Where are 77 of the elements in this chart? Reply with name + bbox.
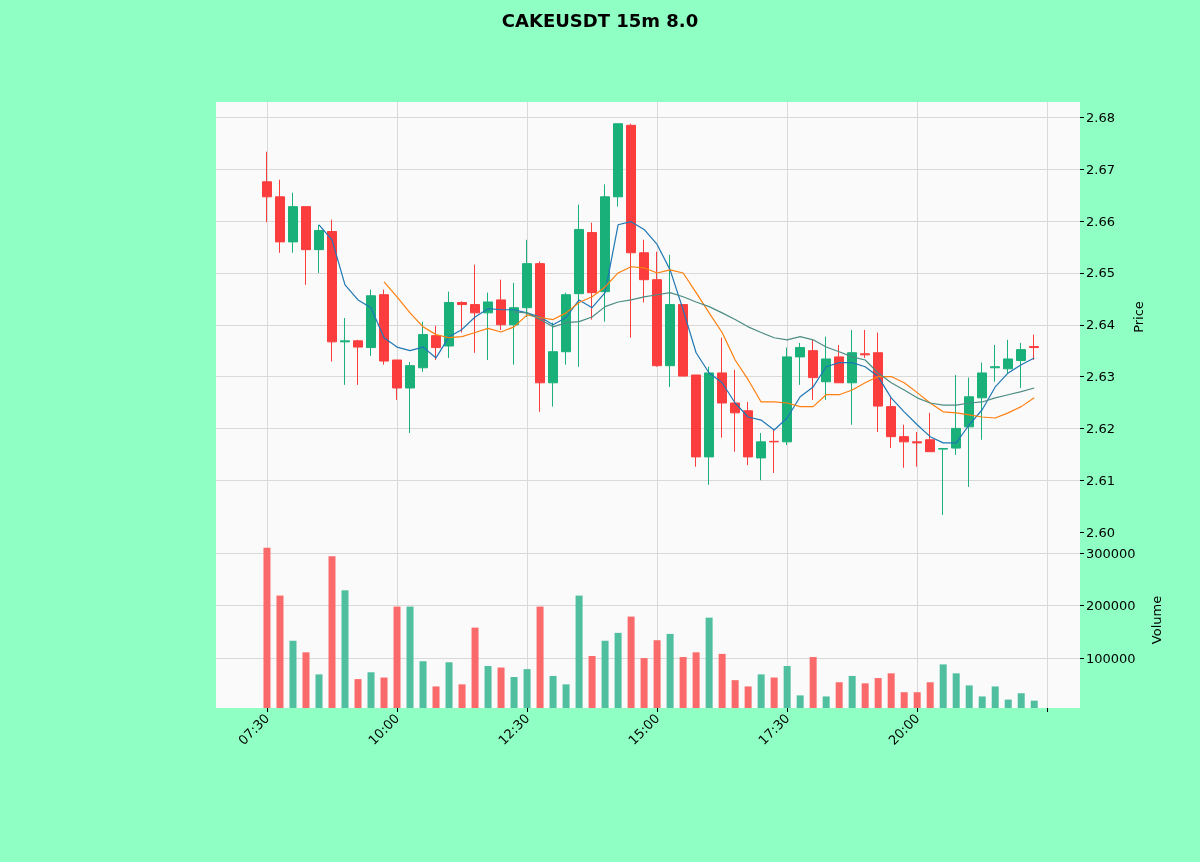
y-tick-label: 2.63 [1086, 369, 1115, 385]
candlestick [418, 321, 428, 373]
candlestick [990, 344, 1000, 383]
candlestick [613, 123, 623, 208]
candlestick [678, 304, 688, 377]
y-axis-title: Price [1131, 301, 1146, 333]
candlestick [262, 151, 272, 223]
y-tick-label: 2.65 [1086, 265, 1115, 281]
y-axis-title: Volume [1149, 595, 1164, 645]
y-tick-label: 200000 [1086, 598, 1136, 614]
line-series [383, 266, 1035, 419]
candlestick [535, 261, 545, 413]
candlestick [743, 401, 753, 466]
candlestick [639, 239, 649, 303]
candlestick [444, 291, 454, 359]
candlestick [834, 344, 844, 384]
candlestick [483, 292, 493, 361]
candlestick [769, 429, 779, 474]
candlestick [405, 361, 415, 434]
line-series [513, 292, 1035, 406]
candlestick [899, 424, 909, 469]
candlestick [340, 317, 350, 386]
candlestick [457, 300, 467, 334]
candlestick [795, 342, 805, 386]
candlestick [379, 289, 389, 366]
candlestick [964, 377, 974, 488]
candlestick [847, 329, 857, 426]
candlestick [977, 362, 987, 441]
candlestick [574, 204, 584, 368]
y-tick-label: 2.62 [1086, 420, 1115, 436]
candlestick [626, 123, 636, 339]
candlestick [704, 366, 714, 486]
candlestick [314, 224, 324, 274]
candlestick [925, 412, 935, 453]
chart-title: CAKEUSDT 15m 8.0 [501, 9, 699, 31]
candlestick [496, 279, 506, 331]
y-tick-label: 2.60 [1086, 524, 1115, 540]
candlestick [366, 289, 376, 357]
candlestick [808, 339, 818, 401]
candlestick [431, 325, 441, 361]
candlestick [652, 251, 662, 368]
y-tick-label: 2.67 [1086, 161, 1115, 177]
candlestick [275, 179, 285, 254]
candlestick [301, 206, 311, 286]
candlestick [860, 329, 870, 359]
candlestick [288, 192, 298, 254]
candlestick [548, 322, 558, 408]
y-tick-label: 100000 [1086, 650, 1136, 666]
candlestick [600, 183, 610, 323]
y-tick-label: 2.61 [1086, 472, 1115, 488]
candlestick [1029, 334, 1039, 361]
candlestick [1016, 342, 1026, 389]
candlestick [938, 447, 948, 516]
candlestick [522, 239, 532, 318]
candlestick [587, 222, 597, 321]
y-tick-label: 2.68 [1086, 110, 1115, 126]
candlestick [353, 339, 363, 386]
line-series [318, 221, 1035, 444]
candlestick [782, 347, 792, 446]
candlestick [327, 219, 337, 363]
candlestick [392, 359, 402, 401]
candlestick [951, 374, 961, 456]
candlestick [717, 337, 727, 439]
y-tick-label: 300000 [1086, 545, 1136, 561]
y-tick-label: 2.64 [1086, 317, 1115, 333]
candlestick [756, 432, 766, 481]
candlestick [470, 264, 480, 354]
candlestick [1003, 339, 1013, 374]
candlestick [665, 254, 675, 388]
candlestick [821, 336, 831, 401]
candlestick [691, 374, 701, 468]
candlestick [912, 431, 922, 468]
candlestick [561, 292, 571, 366]
candlestick [730, 369, 740, 453]
y-tick-label: 2.66 [1086, 213, 1115, 229]
candlestick [873, 332, 883, 433]
candlestick [886, 396, 896, 449]
